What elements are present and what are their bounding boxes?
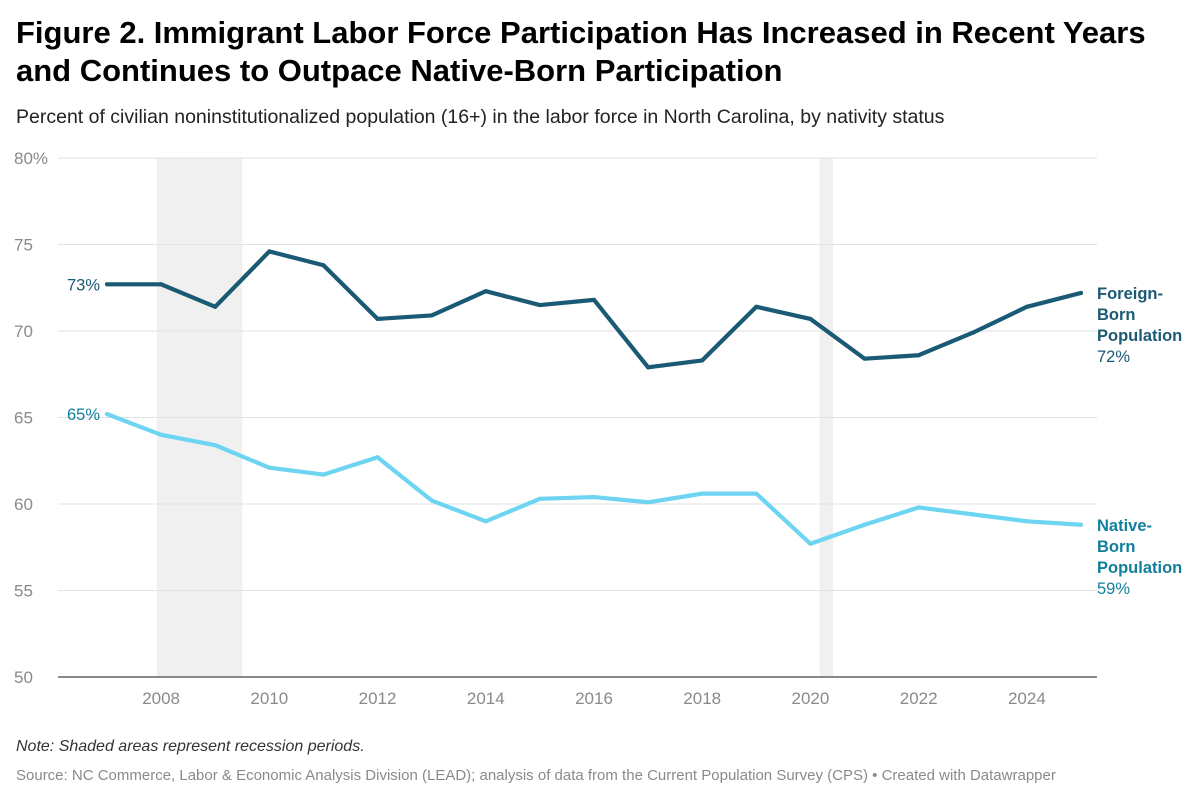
x-tick-label: 2024 (1008, 689, 1046, 708)
data-point (537, 496, 542, 501)
y-tick-label: 70 (14, 322, 33, 341)
data-point (862, 522, 867, 527)
series-name-label: Population (1097, 327, 1182, 345)
data-point (1024, 304, 1029, 309)
data-point (267, 249, 272, 254)
y-tick-label: 65 (14, 409, 33, 428)
data-point (754, 491, 759, 496)
series-end-value-label: 72% (1097, 348, 1130, 366)
x-tick-label: 2008 (142, 689, 180, 708)
data-point (375, 455, 380, 460)
data-point (375, 316, 380, 321)
series-name-label: Born (1097, 538, 1136, 556)
data-point (592, 297, 596, 302)
data-point (808, 541, 813, 546)
chart-note: Note: Shaded areas represent recession p… (16, 738, 365, 755)
chart-subtitle: Percent of civilian noninstitutionalized… (16, 106, 945, 128)
y-tick-label: 80% (14, 149, 48, 168)
series-line (104, 411, 1084, 546)
data-point (754, 304, 759, 309)
data-point (429, 313, 434, 318)
data-point (700, 491, 705, 496)
data-point (537, 303, 542, 308)
x-tick-label: 2012 (359, 689, 397, 708)
grid-layer: 80% 75 70 65 60 55 50 2008 2010 2012 2014 2016 2018 2… (14, 149, 1097, 708)
chart-source: Source: NC Commerce, Labor & Economic An… (16, 767, 1056, 784)
y-tick-label: 75 (14, 236, 33, 255)
series-name-label: Born (1097, 306, 1136, 324)
data-point (429, 498, 434, 503)
data-point (213, 443, 218, 448)
x-tick-label: 2016 (575, 689, 613, 708)
data-point (646, 500, 651, 505)
data-point (321, 472, 326, 477)
data-point (970, 330, 975, 335)
data-point (916, 353, 921, 358)
y-tick-label: 60 (14, 495, 33, 514)
data-point (808, 316, 813, 321)
x-tick-label: 2018 (683, 689, 721, 708)
series-name-label: Foreign- (1097, 285, 1163, 303)
data-point (267, 465, 272, 470)
x-tick-label: 2014 (467, 689, 505, 708)
data-point (321, 263, 326, 268)
label-layer: 73% Foreign- Born Population 72% 65% Native- Bo… (67, 276, 1182, 597)
data-point (105, 412, 109, 417)
data-point (483, 289, 488, 294)
series-layer (104, 249, 1084, 546)
data-point (213, 304, 218, 309)
data-point (105, 282, 109, 287)
data-point (700, 358, 705, 363)
data-point (159, 432, 164, 437)
series-name-label: Population (1097, 559, 1182, 577)
series-start-label: 73% (67, 276, 100, 294)
data-point (646, 365, 651, 370)
x-tick-label: 2020 (792, 689, 830, 708)
data-point (970, 512, 975, 517)
data-point (159, 282, 164, 287)
data-point (592, 495, 596, 500)
chart-title: Figure 2. Immigrant Labor Force Particip… (16, 15, 1146, 88)
data-point (862, 356, 867, 361)
data-point (483, 519, 488, 524)
series-start-label: 65% (67, 406, 100, 424)
series-line (104, 249, 1084, 370)
y-tick-label: 55 (14, 582, 33, 601)
data-point (1079, 290, 1083, 295)
y-tick-label: 50 (14, 668, 33, 687)
data-point (916, 505, 921, 510)
series-end-value-label: 59% (1097, 580, 1130, 598)
x-tick-label: 2022 (900, 689, 938, 708)
data-point (1079, 522, 1083, 527)
data-point (1024, 519, 1029, 524)
x-tick-label: 2010 (250, 689, 288, 708)
series-name-label: Native- (1097, 517, 1152, 535)
